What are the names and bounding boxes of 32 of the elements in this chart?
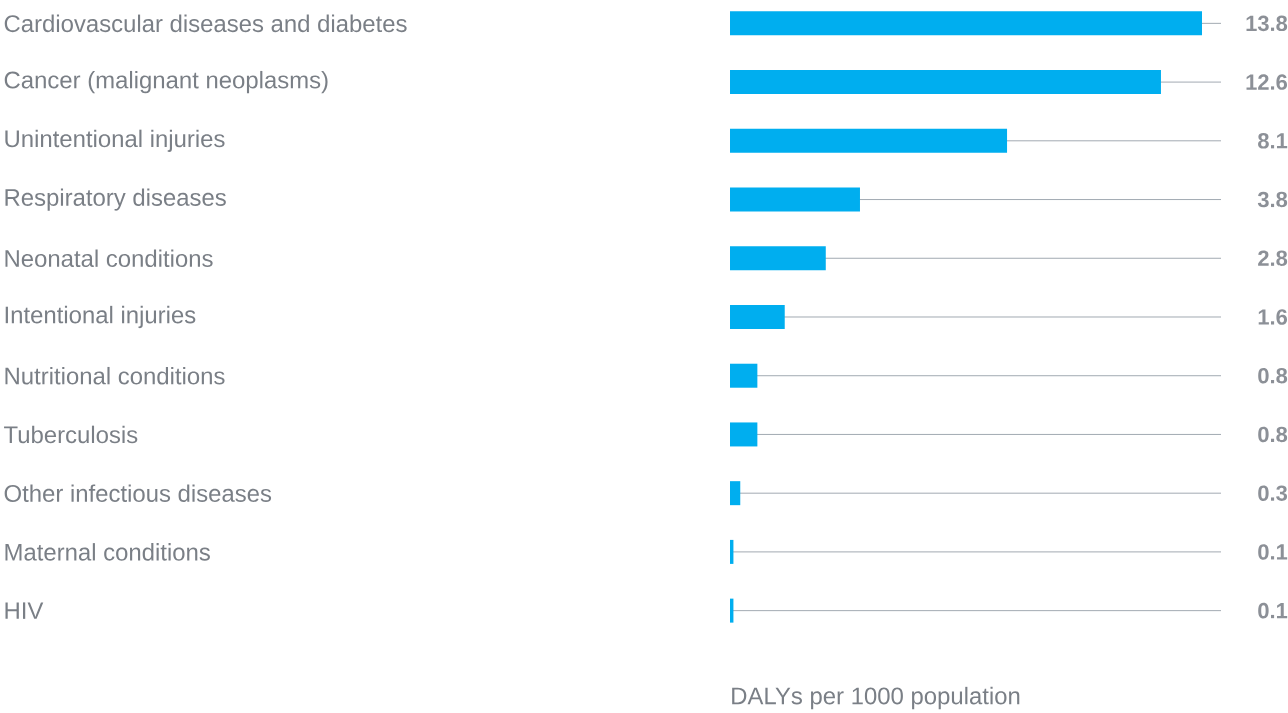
bar xyxy=(730,304,785,329)
data-label: 0.3 xyxy=(1258,485,1288,501)
x-axis-title: DALYs per 1000 population xyxy=(732,686,1020,710)
bar xyxy=(730,422,758,447)
y-tick-label: Respiratory diseases xyxy=(5,188,226,211)
data-label: 1.6 xyxy=(1258,309,1288,325)
bar xyxy=(730,246,826,271)
y-tick-label: Intentional injuries xyxy=(5,305,196,329)
data-label: 0.8 xyxy=(1258,426,1288,443)
data-label: 12.6 xyxy=(1246,74,1288,90)
y-tick-label: Nutritional conditions xyxy=(5,366,225,385)
data-label: 13.8 xyxy=(1246,15,1288,32)
y-tick-label: Other infectious diseases xyxy=(4,484,272,502)
y-tick-label: HIV xyxy=(5,602,44,619)
y-tick-label: Tuberculosis xyxy=(4,425,138,444)
data-label: 0.1 xyxy=(1258,602,1288,619)
bar xyxy=(730,363,758,388)
data-label: 0.1 xyxy=(1258,544,1288,560)
y-tick-label: Unintentional injuries xyxy=(5,129,225,152)
data-label: 2.8 xyxy=(1258,250,1288,267)
y-tick-label: Cardiovascular diseases and diabetes xyxy=(4,14,407,33)
bar xyxy=(730,481,741,506)
data-label: 8.1 xyxy=(1258,133,1288,149)
y-tick-label: Cancer (malignant neoplasms) xyxy=(4,70,328,94)
bar xyxy=(730,187,860,212)
data-label: 3.8 xyxy=(1257,191,1288,208)
bar xyxy=(730,70,1161,95)
y-tick-label: Neonatal conditions xyxy=(5,249,213,268)
data-label: 0.8 xyxy=(1258,367,1288,384)
bar xyxy=(730,11,1202,36)
y-tick-label: Maternal conditions xyxy=(5,543,210,561)
bar xyxy=(730,128,1008,153)
